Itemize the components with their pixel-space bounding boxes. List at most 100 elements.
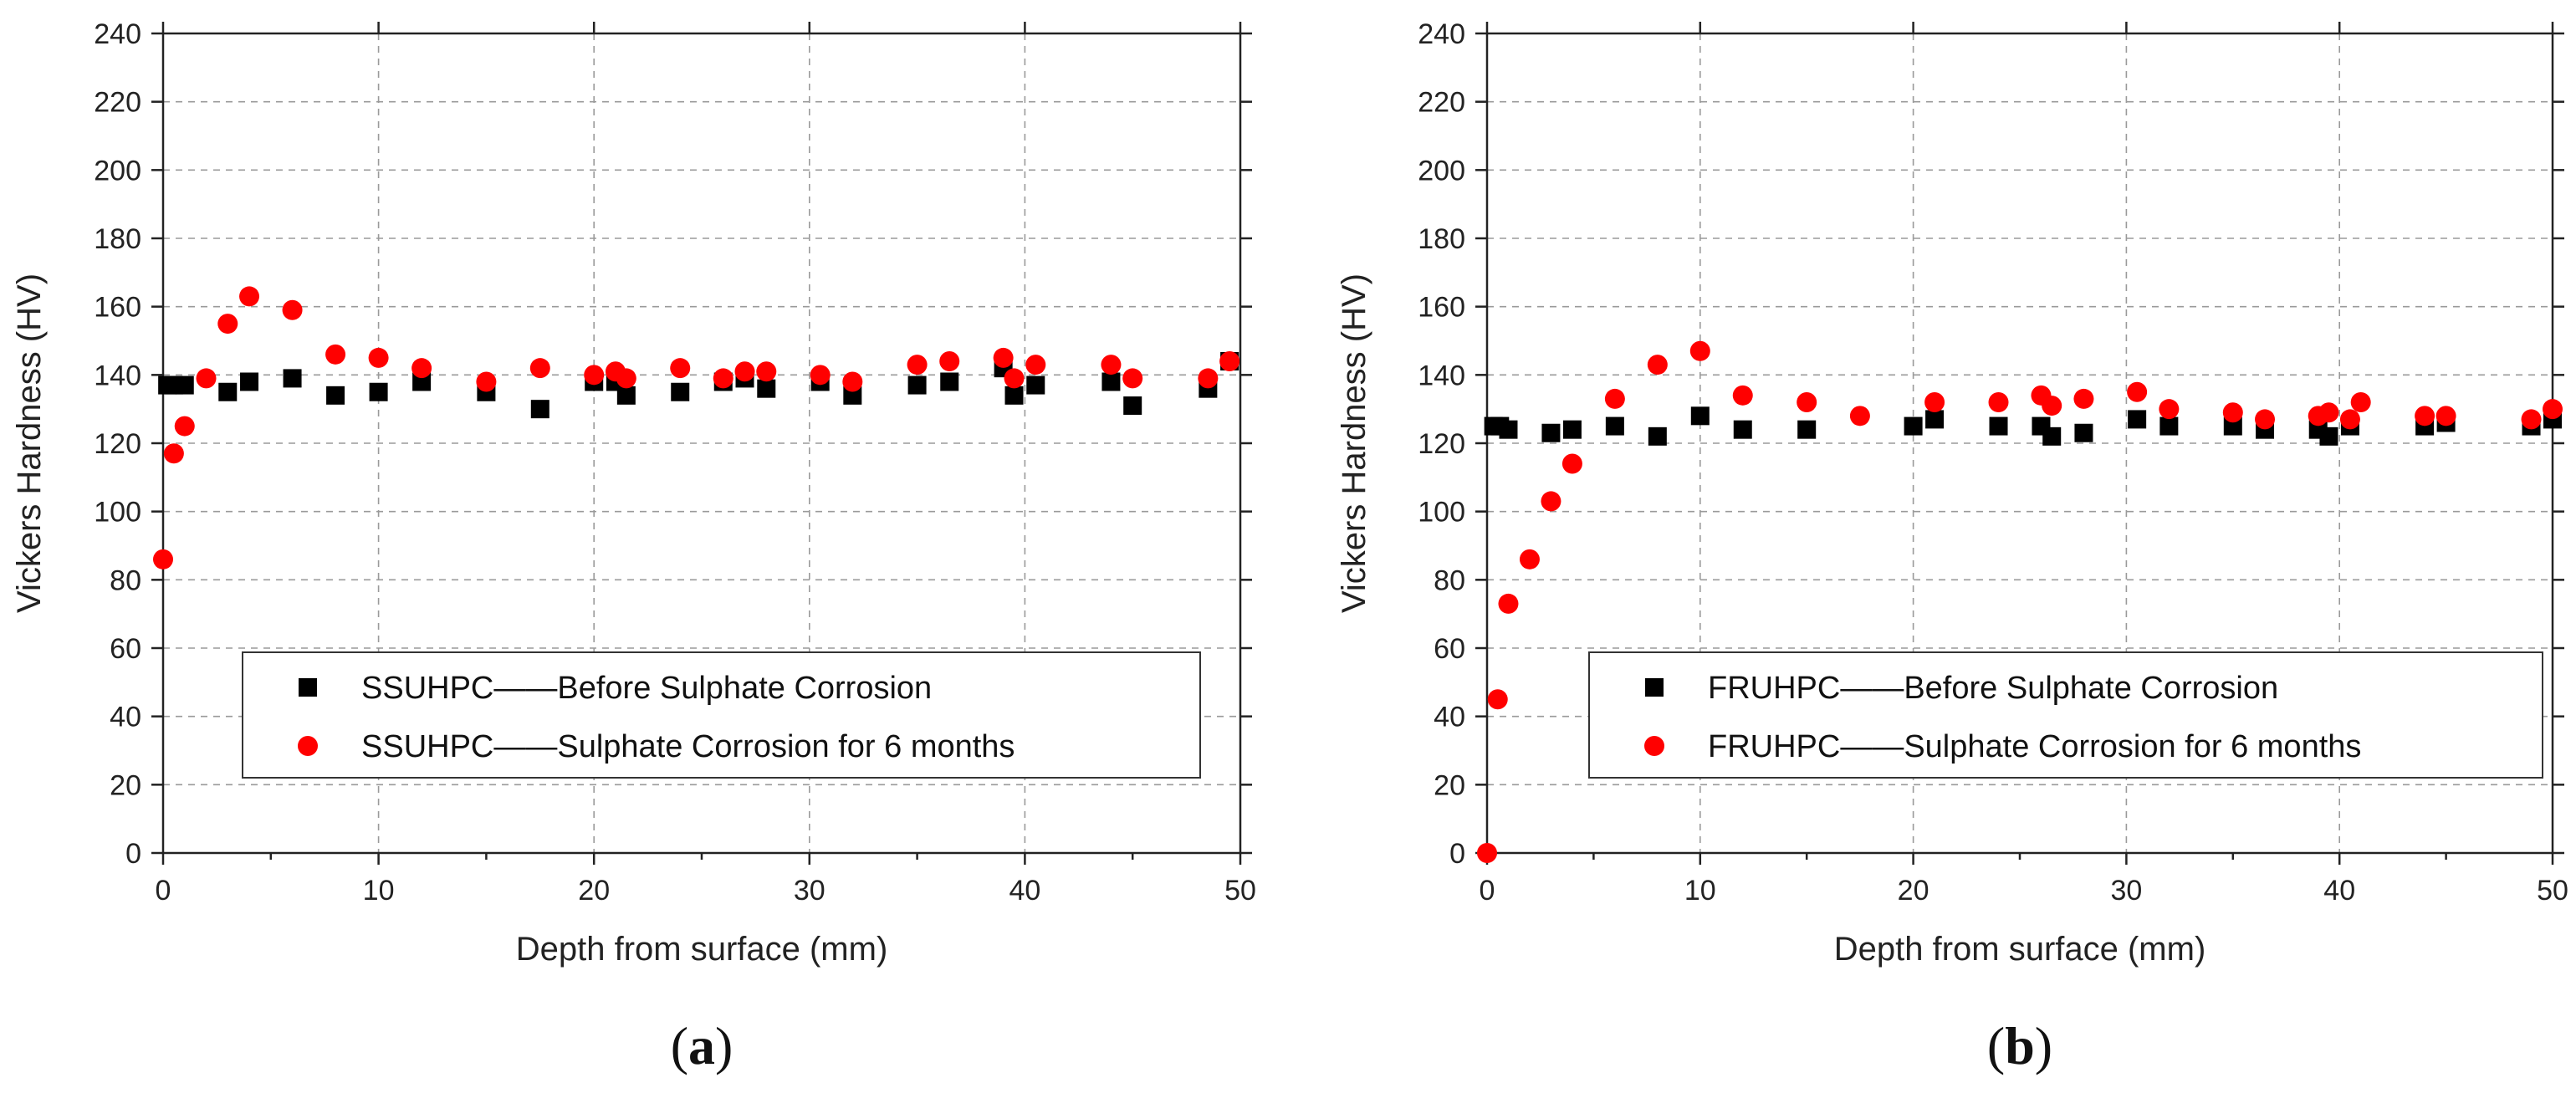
data-point-circle <box>1101 355 1122 375</box>
data-point-square <box>1101 372 1121 391</box>
data-point-circle <box>993 347 1014 368</box>
panel-caption: (b) <box>1987 1016 2052 1075</box>
data-point-square <box>369 382 388 401</box>
series-after <box>1477 340 2563 863</box>
data-point-circle <box>174 416 195 437</box>
data-point-circle <box>1604 388 1625 409</box>
data-point-circle <box>1487 689 1508 710</box>
data-point-square <box>1690 406 1710 426</box>
y-tick-label: 200 <box>94 155 141 186</box>
data-point-square <box>843 386 862 405</box>
data-point-circle <box>1198 368 1219 389</box>
data-point-square <box>1123 396 1142 416</box>
x-tick-label: 30 <box>794 875 825 907</box>
data-point-circle <box>2339 409 2360 430</box>
data-point-circle <box>734 361 755 382</box>
data-point-circle <box>2543 399 2563 420</box>
legend-box <box>1588 651 2543 779</box>
legend-marker-square <box>299 678 317 697</box>
series-after <box>153 286 1240 569</box>
x-tick-label: 0 <box>156 875 171 907</box>
data-point-square <box>1605 416 1624 436</box>
data-point-circle <box>2159 399 2180 420</box>
x-tick-label: 10 <box>1684 875 1716 907</box>
y-tick-label: 100 <box>1418 497 1465 529</box>
y-tick-label: 180 <box>94 223 141 255</box>
y-tick-label: 140 <box>94 360 141 391</box>
data-point-circle <box>2222 402 2243 423</box>
x-tick-label: 30 <box>2110 875 2142 907</box>
y-tick-label: 40 <box>110 702 141 733</box>
legend-entry-label: FRUHPC——Sulphate Corrosion for 6 months <box>1708 729 2361 764</box>
data-point-square <box>2223 416 2242 436</box>
data-point-circle <box>1004 368 1025 389</box>
data-point-circle <box>411 358 432 379</box>
y-axis-label: Vickers Hardness (HV) <box>11 273 48 613</box>
data-point-square <box>616 386 636 405</box>
data-point-circle <box>2042 396 2062 416</box>
data-point-circle <box>1732 385 1753 406</box>
data-point-square <box>1541 423 1561 442</box>
data-point-circle <box>842 371 863 392</box>
data-point-square <box>175 375 194 395</box>
x-tick-label: 0 <box>1480 875 1495 907</box>
data-point-circle <box>2127 381 2148 402</box>
data-point-circle <box>1561 453 1582 474</box>
data-point-circle <box>529 358 550 379</box>
y-tick-label: 240 <box>94 18 141 50</box>
data-point-circle <box>1477 843 1497 863</box>
data-point-square <box>671 382 690 401</box>
data-point-circle <box>1025 355 1046 375</box>
data-point-square <box>218 382 238 401</box>
data-point-square <box>530 400 549 419</box>
data-point-circle <box>153 549 173 569</box>
panel-caption-letter: b <box>2005 1016 2035 1075</box>
chart-panel-a: 0 10 20 30 40 50 0 20 40 60 80 100 120 140 160 180 200 22… <box>11 18 1256 1075</box>
legend-entry-label: SSUHPC——Before Sulphate Corrosion <box>361 671 932 706</box>
y-tick-label: 60 <box>110 633 141 665</box>
data-point-square <box>1925 410 1945 429</box>
data-point-circle <box>670 358 691 379</box>
data-point-circle <box>163 443 184 464</box>
y-tick-label: 100 <box>94 497 141 529</box>
data-point-square <box>2074 423 2093 442</box>
data-point-square <box>757 379 776 398</box>
panel-caption-letter: a <box>688 1016 715 1075</box>
data-point-circle <box>368 347 389 368</box>
data-point-circle <box>1647 355 1668 375</box>
y-tick-label: 180 <box>1418 223 1465 255</box>
data-point-square <box>2128 410 2147 429</box>
data-point-circle <box>584 365 605 386</box>
data-point-square <box>326 386 345 405</box>
y-tick-label: 0 <box>125 838 141 870</box>
data-point-circle <box>1924 392 1945 412</box>
y-tick-label: 20 <box>110 769 141 801</box>
data-point-square <box>1648 426 1667 446</box>
legend: FRUHPC——Before Sulphate Corrosion FRUHPC—… <box>1588 651 2543 779</box>
chart-panel-b: 0 10 20 30 40 50 0 20 40 60 80 100 120 140 160 180 200 22… <box>1336 18 2568 1075</box>
data-point-circle <box>476 371 497 392</box>
y-tick-label: 120 <box>94 428 141 460</box>
data-point-circle <box>217 314 238 335</box>
data-point-circle <box>907 355 928 375</box>
data-point-circle <box>939 351 960 371</box>
y-tick-label: 80 <box>110 564 141 596</box>
x-tick-label: 20 <box>578 875 610 907</box>
data-point-square <box>1004 386 1024 405</box>
x-tick-label: 40 <box>1009 875 1040 907</box>
data-point-circle <box>325 344 346 365</box>
x-axis-label: Depth from surface (mm) <box>1834 931 2206 968</box>
data-point-square <box>1797 420 1817 439</box>
data-point-square <box>240 372 259 391</box>
data-point-circle <box>1988 392 2009 412</box>
data-point-square <box>1733 420 1752 439</box>
data-point-circle <box>2255 409 2276 430</box>
y-tick-label: 200 <box>1418 155 1465 186</box>
data-point-circle <box>810 365 831 386</box>
data-point-circle <box>616 368 636 389</box>
x-tick-label: 20 <box>1898 875 1929 907</box>
y-tick-label: 120 <box>1418 428 1465 460</box>
y-tick-label: 240 <box>1418 18 1465 50</box>
y-axis-label: Vickers Hardness (HV) <box>1336 273 1372 613</box>
